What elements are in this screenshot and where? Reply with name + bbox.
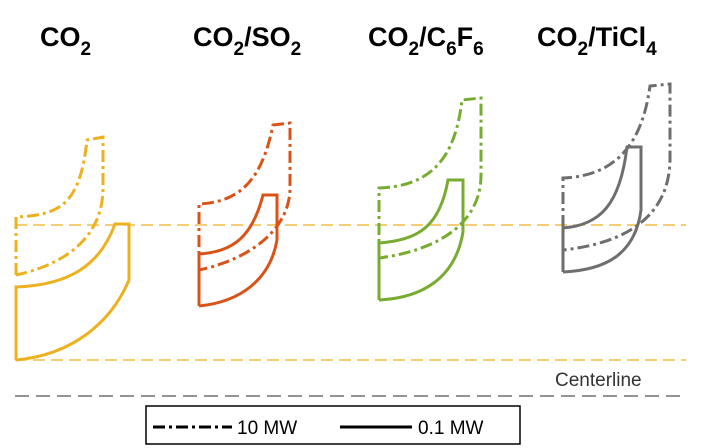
legend: 10 MW 0.1 MW [145,405,521,445]
co2-c6f6-01mw-profile [377,178,465,302]
legend-box [145,405,521,445]
co2-ticl4-01mw-profile [561,145,643,274]
title-co2-ticl4: CO2/TiCl4 [537,22,657,60]
legend-dashed-label: 10 MW [237,418,297,439]
profile-co2 [14,135,131,362]
title-co2-so2: CO2/SO2 [193,22,301,60]
co2-c6f6-10mw-profile [377,96,483,260]
profile-co2-ticl4 [561,82,672,274]
legend-solid-label: 0.1 MW [418,418,484,439]
title-co2: CO2 [40,22,91,60]
profile-co2-c6f6 [377,96,483,302]
co2-01mw-profile [14,222,131,362]
profile-co2-so2 [197,121,292,308]
co2-ticl4-10mw-profile [561,82,672,252]
co2-10mw-profile [14,135,105,277]
co2-so2-01mw-profile [197,193,279,308]
centerline-label: Centerline [555,370,642,391]
co2-so2-10mw-profile [197,121,292,272]
title-co2-c6f6: CO2/C6F6 [368,22,484,60]
